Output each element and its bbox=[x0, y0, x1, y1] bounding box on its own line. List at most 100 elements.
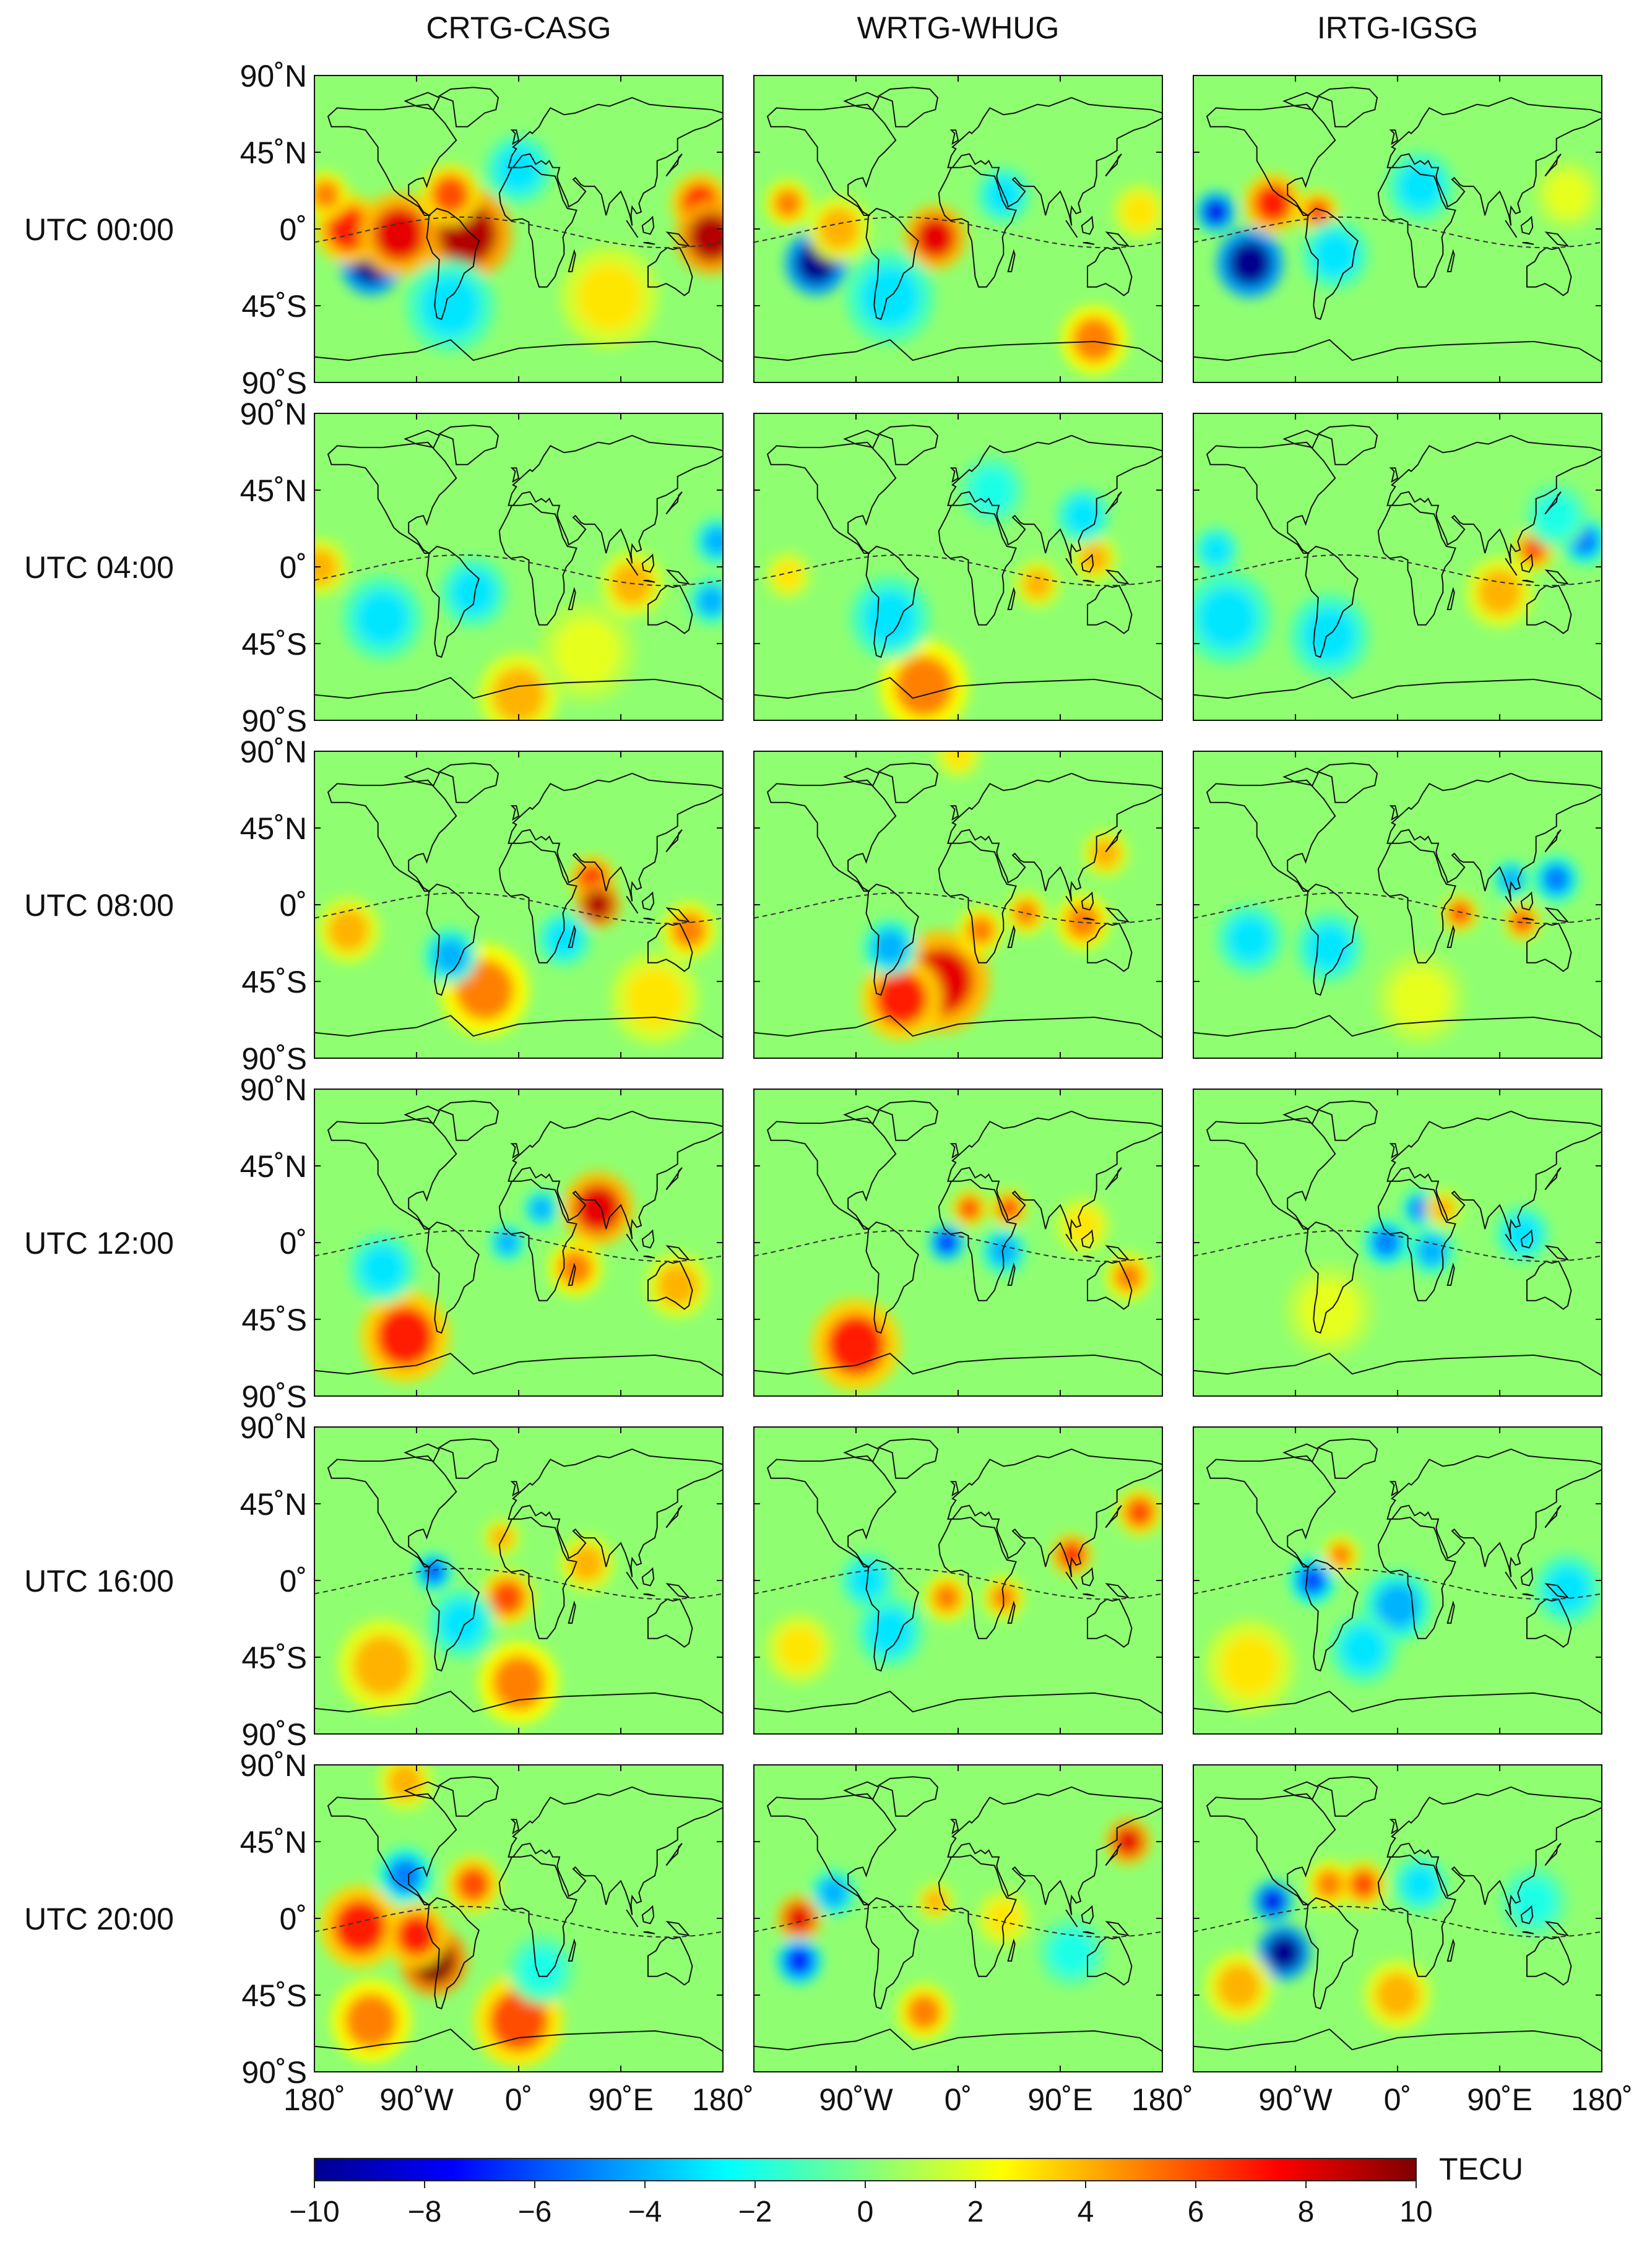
coastline bbox=[498, 1178, 577, 1301]
coastline bbox=[1520, 215, 1534, 235]
coastline bbox=[314, 2028, 723, 2072]
coastline bbox=[1282, 1781, 1320, 1800]
panel-background bbox=[754, 1765, 1162, 2072]
coastlines bbox=[1193, 1100, 1602, 1396]
y-tick-label: 0˚ bbox=[280, 550, 307, 585]
coastline bbox=[843, 767, 880, 787]
coastline bbox=[947, 1786, 1162, 1915]
coastline bbox=[1007, 1262, 1016, 1286]
y-tick-label: 45˚S bbox=[241, 1641, 307, 1675]
coastlines bbox=[1193, 762, 1602, 1058]
coastline bbox=[1193, 338, 1602, 382]
x-tick-label: 90˚W bbox=[819, 2082, 893, 2117]
anomaly-core bbox=[1375, 1972, 1420, 2019]
magnetic-equator bbox=[314, 1230, 723, 1262]
map-panel bbox=[754, 751, 1162, 1058]
coastline bbox=[1206, 1455, 1336, 1567]
y-tick-label: 90˚S bbox=[241, 704, 307, 738]
anomaly-core bbox=[353, 1635, 412, 1697]
coastline bbox=[1081, 1567, 1094, 1587]
coastline bbox=[1081, 1229, 1094, 1249]
anomaly-core bbox=[818, 207, 860, 251]
panel-tick-marks bbox=[753, 1089, 1163, 1397]
coastline bbox=[510, 467, 520, 483]
coastline bbox=[314, 1352, 723, 1396]
coastline bbox=[947, 1110, 1162, 1240]
anomaly-core bbox=[577, 263, 642, 331]
panel-tick-marks bbox=[753, 75, 1163, 383]
coastline bbox=[643, 1593, 655, 1597]
coastline bbox=[568, 925, 576, 948]
coastline bbox=[641, 553, 655, 573]
anomaly-core bbox=[1072, 316, 1117, 363]
coastline bbox=[665, 569, 691, 585]
coastline bbox=[1544, 907, 1570, 923]
coastline bbox=[1386, 772, 1602, 902]
colorbar-tick-label: −8 bbox=[408, 2196, 442, 2228]
coastline bbox=[754, 1352, 1162, 1396]
coastline bbox=[1544, 231, 1570, 248]
map-panel bbox=[314, 1089, 723, 1396]
coastline bbox=[1505, 1909, 1518, 1928]
coastline bbox=[510, 805, 520, 821]
x-tick-label: 90˚E bbox=[1467, 2082, 1532, 2117]
panel-tick-marks bbox=[1193, 1426, 1602, 1735]
coastline bbox=[426, 1897, 480, 2010]
anomaly-core bbox=[894, 655, 954, 717]
coastline bbox=[754, 2028, 1162, 2072]
coastline bbox=[1544, 491, 1562, 515]
coastline bbox=[1087, 923, 1133, 972]
y-tick-label: 45˚N bbox=[240, 1149, 307, 1184]
anomaly-core bbox=[373, 206, 426, 262]
coastline bbox=[498, 1516, 577, 1639]
coastline bbox=[1065, 220, 1078, 238]
coastline bbox=[1520, 891, 1534, 911]
panel-tick-marks bbox=[314, 751, 724, 1059]
anomaly-core bbox=[1198, 587, 1257, 649]
coastline bbox=[843, 1781, 880, 1800]
map-panel bbox=[1193, 751, 1602, 1058]
anomaly-layer bbox=[1193, 483, 1602, 677]
coastline bbox=[508, 434, 723, 564]
anomaly-core bbox=[868, 1608, 912, 1655]
coastline bbox=[1526, 247, 1572, 296]
coastline bbox=[647, 1598, 693, 1648]
coastline bbox=[508, 1786, 723, 1915]
coastlines bbox=[1193, 1776, 1602, 2072]
coastline bbox=[1206, 103, 1336, 216]
coastline bbox=[1081, 891, 1094, 911]
coastline bbox=[1105, 1843, 1122, 1866]
coastline bbox=[1520, 553, 1534, 573]
coastline bbox=[1065, 1571, 1078, 1590]
coastline bbox=[641, 1229, 655, 1249]
anomaly-core bbox=[1303, 607, 1356, 663]
x-tick-label: 180˚ bbox=[692, 2082, 754, 2117]
coastline bbox=[1446, 1938, 1455, 1962]
coastline bbox=[626, 1233, 639, 1252]
anomaly-core bbox=[702, 525, 723, 557]
coastline bbox=[1083, 242, 1095, 245]
anomaly-core bbox=[872, 929, 908, 966]
coastlines bbox=[314, 1776, 723, 2072]
coastline bbox=[1446, 587, 1455, 610]
anomaly-core bbox=[583, 889, 613, 920]
map-panel bbox=[314, 1427, 723, 1734]
coastline bbox=[1083, 580, 1095, 583]
coastline bbox=[665, 1505, 683, 1529]
coastline bbox=[510, 1481, 520, 1497]
coastline bbox=[1544, 829, 1562, 853]
coastline bbox=[865, 1221, 919, 1334]
anomaly-core bbox=[1079, 543, 1109, 574]
anomaly-core bbox=[1259, 1887, 1286, 1915]
coastline bbox=[1282, 1105, 1320, 1124]
coastline bbox=[647, 1936, 693, 1986]
anomaly-core bbox=[671, 912, 707, 949]
coastline bbox=[626, 895, 639, 914]
magnetic-equator bbox=[754, 1230, 1162, 1262]
anomaly-layer bbox=[766, 455, 1117, 720]
coastline bbox=[938, 1178, 1017, 1301]
coastline bbox=[1105, 491, 1122, 515]
coastline bbox=[1305, 1221, 1359, 1334]
y-tick-label: 45˚N bbox=[240, 136, 307, 170]
coastlines bbox=[314, 1438, 723, 1734]
